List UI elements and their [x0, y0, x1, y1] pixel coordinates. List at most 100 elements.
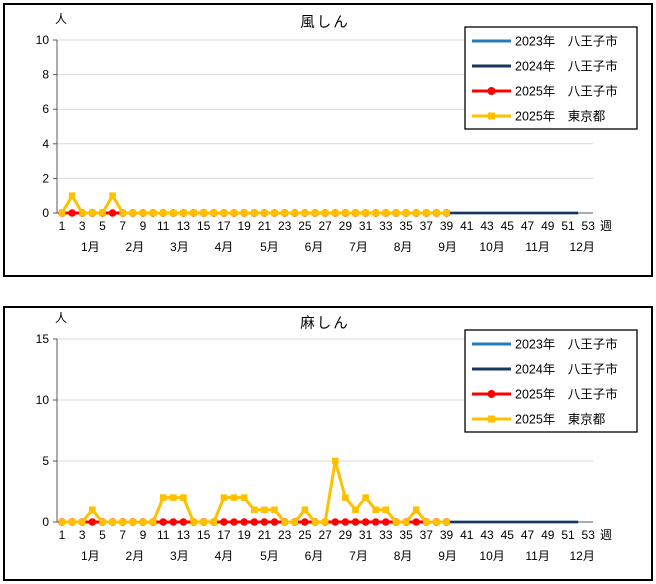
axis-unit-label-x: 週 — [600, 528, 612, 542]
series-marker-square — [109, 192, 116, 199]
series-marker-square — [443, 209, 450, 217]
week-tick-label: 7 — [119, 219, 126, 233]
series-marker-circle — [341, 518, 350, 526]
series-marker-square — [412, 209, 420, 217]
week-tick-label: 45 — [501, 528, 515, 542]
series-marker-square — [281, 518, 288, 526]
legend-label: 2025年 八王子市 — [515, 387, 618, 402]
month-label: 6月 — [305, 240, 324, 254]
series-marker-circle — [250, 518, 259, 526]
month-label: 3月 — [170, 549, 189, 563]
legend-label: 2024年 八王子市 — [515, 362, 618, 377]
series-marker-square — [423, 518, 430, 526]
week-tick-label: 13 — [177, 528, 191, 542]
week-tick-label: 3 — [79, 528, 86, 542]
series-marker-square — [220, 209, 228, 217]
series-marker-circle — [169, 518, 178, 526]
week-tick-label: 1 — [59, 528, 66, 542]
month-label: 11月 — [525, 549, 549, 563]
week-tick-label: 27 — [318, 528, 332, 542]
series-marker-square — [443, 518, 450, 526]
series-marker-square — [331, 209, 339, 217]
legend-label: 2023年 八王子市 — [515, 34, 618, 49]
series-marker-square — [392, 518, 400, 526]
series-marker-square — [433, 209, 440, 217]
week-tick-label: 25 — [298, 528, 312, 542]
series-marker-circle — [230, 518, 238, 526]
y-tick-label: 10 — [36, 393, 50, 407]
week-tick-label: 21 — [258, 528, 272, 542]
week-tick-label: 49 — [541, 219, 555, 233]
month-label: 5月 — [260, 549, 279, 563]
y-tick-label: 10 — [36, 33, 50, 47]
series-marker-square — [139, 518, 147, 526]
legend-marker-square — [488, 112, 495, 120]
week-tick-label: 35 — [399, 219, 413, 233]
week-tick-label: 31 — [359, 528, 373, 542]
week-tick-label: 11 — [157, 219, 170, 233]
week-tick-label: 41 — [460, 219, 474, 233]
week-tick-label: 49 — [541, 528, 555, 542]
series-marker-square — [402, 518, 410, 526]
series-marker-square — [109, 518, 116, 526]
week-tick-label: 5 — [99, 219, 106, 233]
month-label: 1月 — [81, 549, 100, 563]
y-tick-label: 15 — [36, 332, 50, 346]
month-label: 9月 — [438, 549, 457, 563]
series-marker-square — [58, 518, 66, 526]
series-marker-square — [230, 209, 238, 217]
week-tick-label: 51 — [561, 528, 575, 542]
legend-label: 2025年 八王子市 — [515, 84, 618, 99]
series-marker-square — [170, 494, 177, 501]
series-marker-square — [311, 209, 319, 217]
series-marker-square — [301, 506, 309, 514]
week-tick-label: 17 — [217, 528, 231, 542]
series-marker-square — [382, 506, 390, 514]
series-marker-square — [362, 494, 369, 501]
series-marker-circle — [68, 209, 76, 217]
series-marker-square — [331, 457, 339, 465]
week-tick-label: 9 — [140, 528, 147, 542]
week-tick-label: 19 — [237, 528, 251, 542]
y-tick-label: 6 — [42, 102, 49, 116]
series-marker-square — [119, 518, 127, 526]
series-marker-square — [230, 494, 238, 501]
series-marker-square — [240, 209, 248, 217]
legend-label: 2023年 八王子市 — [515, 337, 618, 352]
legend-label: 2024年 八王子市 — [515, 59, 618, 74]
series-marker-square — [129, 209, 137, 217]
y-tick-label: 5 — [42, 454, 49, 468]
week-tick-label: 31 — [359, 219, 373, 233]
series-marker-square — [261, 506, 268, 514]
week-tick-label: 47 — [521, 528, 535, 542]
series-marker-square — [190, 518, 197, 526]
series-marker-circle — [108, 209, 117, 217]
series-marker-square — [362, 209, 369, 217]
month-label: 11月 — [525, 240, 549, 254]
series-marker-square — [382, 209, 390, 217]
week-tick-label: 23 — [278, 219, 292, 233]
series-marker-square — [423, 209, 430, 217]
series-marker-square — [412, 506, 420, 514]
series-marker-square — [149, 209, 157, 217]
week-tick-label: 29 — [339, 219, 353, 233]
month-label: 9月 — [438, 240, 457, 254]
week-tick-label: 41 — [460, 528, 474, 542]
chart-title: 風しん — [300, 15, 350, 31]
series-marker-circle — [331, 518, 340, 526]
series-marker-square — [301, 209, 309, 217]
legend-marker-circle — [487, 87, 496, 95]
series-marker-square — [170, 209, 177, 217]
axis-unit-label-y: 人 — [55, 12, 67, 26]
week-tick-label: 37 — [420, 219, 434, 233]
week-tick-label: 7 — [119, 528, 126, 542]
week-tick-label: 19 — [237, 219, 251, 233]
series-marker-circle — [371, 518, 380, 526]
legend-label: 2025年 東京都 — [515, 110, 606, 124]
week-tick-label: 45 — [501, 219, 515, 233]
week-tick-label: 27 — [318, 219, 332, 233]
series-marker-square — [372, 209, 380, 217]
series-marker-square — [58, 209, 66, 217]
month-label: 10月 — [479, 240, 504, 254]
series-marker-square — [180, 209, 187, 217]
